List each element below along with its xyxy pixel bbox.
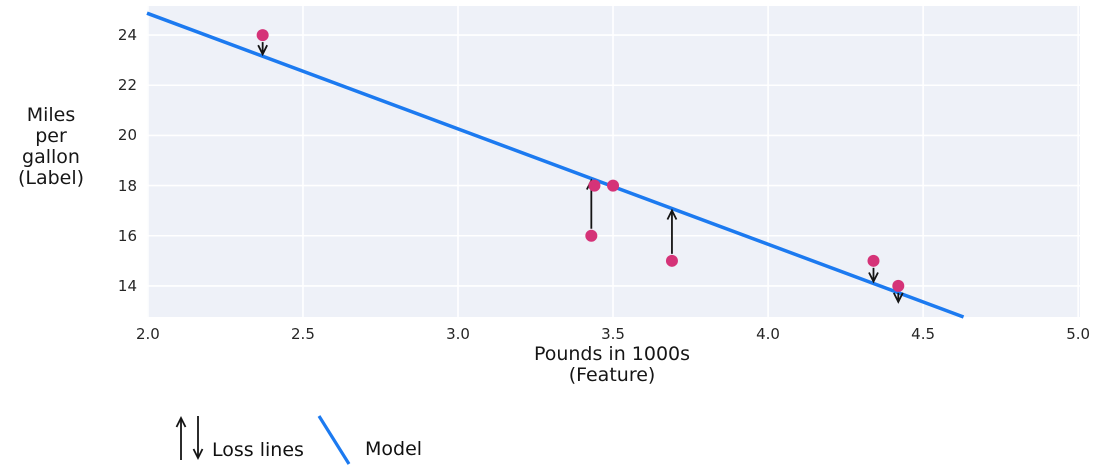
loss-arrow-head [666,208,678,220]
data-point [588,179,601,192]
model-line [146,11,965,319]
x-tick-label: 2.0 [135,325,160,343]
y-tick-label: 16 [117,226,137,245]
loss-arrow-head [868,272,879,284]
y-tick-label: 14 [117,276,137,295]
x-tick-label: 3.0 [446,325,470,343]
y-tick-label: 22 [117,76,137,95]
data-point [867,254,880,267]
x-tick-label: 4.0 [756,325,780,343]
x-tick-label: 4.5 [911,325,936,343]
loss-lines-arrows-icon [175,415,204,461]
chart-legend: Loss lines Model [160,406,490,466]
legend-label-loss-lines: Loss lines [212,439,304,461]
loss-arrow-head [257,44,268,57]
data-point [607,179,620,192]
x-tick-label: 3.5 [601,325,625,343]
y-axis-label-line: per gallon [22,125,80,168]
y-axis-label: Miles per gallon (Label) [5,105,97,189]
y-tick-label: 24 [117,26,137,45]
x-axis-label: Pounds in 1000s (Feature) [462,344,762,386]
loss-arrow-head [892,292,904,304]
y-tick-label: 20 [117,126,137,145]
y-axis-label-line: Miles [26,104,76,126]
model-line-icon [317,415,351,465]
data-point [256,29,269,42]
data-point [665,254,678,267]
x-axis-label-line: (Feature) [568,364,656,386]
x-tick-label: 5.0 [1066,325,1091,343]
x-axis-label-line: Pounds in 1000s [533,343,691,365]
y-tick-label: 18 [117,176,137,195]
data-point [892,279,905,292]
y-axis-label-line: (Label) [17,167,85,189]
x-tick-label: 2.5 [291,325,315,343]
data-point [585,229,598,242]
legend-label-model: Model [365,438,423,460]
